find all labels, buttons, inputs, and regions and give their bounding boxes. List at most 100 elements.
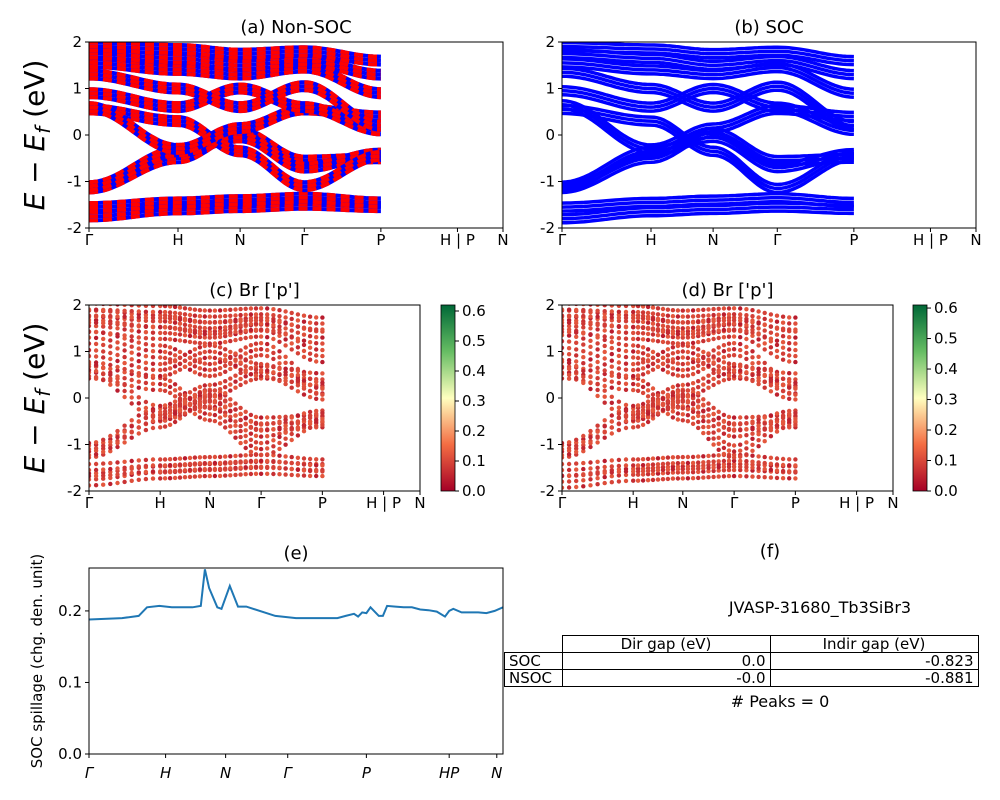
band-point — [187, 396, 193, 401]
band-point — [574, 363, 579, 369]
band-point — [202, 373, 207, 378]
band-point — [645, 419, 651, 425]
band-point — [143, 380, 149, 386]
band-line — [562, 65, 854, 99]
band-point — [675, 367, 681, 372]
band-point — [223, 398, 228, 403]
band-point — [721, 306, 727, 311]
band-point — [696, 357, 701, 362]
band-point — [253, 464, 259, 469]
band-point — [635, 415, 641, 420]
band-point — [774, 342, 780, 348]
band-point — [115, 346, 120, 351]
band-point — [233, 419, 238, 424]
band-point — [143, 469, 149, 475]
band-point — [588, 444, 593, 450]
band-point — [609, 470, 614, 475]
band-point — [228, 382, 233, 387]
band-point — [129, 478, 134, 483]
band-point — [716, 322, 721, 327]
band-point — [295, 351, 301, 356]
band-point — [793, 457, 798, 462]
band-point — [696, 363, 701, 368]
band-point — [93, 329, 99, 335]
band-point — [143, 421, 149, 426]
band-point — [750, 330, 755, 335]
band-point — [588, 434, 593, 440]
band-point — [680, 470, 685, 475]
band-point — [665, 467, 671, 472]
band-point — [217, 359, 223, 365]
band-point — [670, 360, 676, 365]
band-line — [562, 192, 854, 205]
band-point — [680, 332, 685, 337]
band-point — [93, 477, 99, 482]
band-point — [574, 467, 579, 472]
band-point — [197, 366, 203, 371]
band-point — [631, 409, 636, 415]
band-point — [233, 465, 238, 471]
band-point — [115, 326, 120, 331]
band-point — [248, 312, 254, 317]
band-point — [768, 434, 774, 439]
band-point — [192, 330, 198, 335]
band-point — [243, 364, 248, 369]
band-point — [136, 464, 141, 469]
band-point — [243, 422, 248, 427]
band-point — [122, 327, 127, 332]
band-point — [726, 427, 732, 432]
y-tick-label: -1 — [540, 173, 555, 191]
band-point — [609, 345, 614, 351]
band-point — [756, 444, 761, 449]
band-point — [122, 479, 127, 485]
band-point — [187, 474, 193, 480]
band-point — [115, 352, 120, 358]
band-point — [295, 467, 301, 472]
band-point — [716, 370, 721, 375]
band-point — [108, 366, 113, 371]
band-point — [89, 353, 92, 359]
band-point — [595, 482, 600, 487]
dir-gap-value: -0.0 — [561, 669, 771, 687]
band-point — [136, 346, 141, 351]
band-point — [655, 328, 661, 333]
band-point — [129, 309, 134, 314]
band-point — [706, 313, 711, 318]
y-axis-label-main: E − E — [18, 396, 51, 473]
band-point — [320, 321, 325, 326]
band-point — [562, 452, 565, 458]
band-point — [115, 472, 120, 477]
band-point — [706, 323, 711, 329]
band-point — [701, 360, 706, 366]
band-point — [685, 314, 691, 319]
x-tick-label: N — [220, 764, 231, 782]
band-point — [581, 466, 586, 472]
band-point — [706, 430, 711, 436]
band-point — [101, 313, 106, 319]
band-point — [562, 333, 565, 338]
band-point — [243, 428, 248, 433]
band-point — [217, 371, 223, 377]
band-point — [150, 309, 156, 315]
band-point — [122, 333, 127, 338]
band-point — [609, 379, 614, 384]
band-point — [574, 369, 579, 375]
band-point — [243, 328, 248, 333]
colorbar-tick-label: 0.2 — [462, 422, 486, 440]
band-point — [588, 322, 593, 327]
band-point — [307, 468, 313, 474]
band-point — [602, 388, 607, 393]
band-point — [635, 409, 641, 414]
band-point — [265, 327, 270, 333]
band-point — [793, 410, 798, 416]
band-point — [655, 358, 661, 363]
band-point — [787, 391, 792, 396]
band-point — [793, 469, 798, 474]
band-point — [289, 466, 294, 472]
band-point — [574, 473, 579, 478]
band-point — [750, 320, 755, 325]
band-point — [223, 466, 228, 471]
band-point — [143, 360, 149, 365]
band-point — [307, 382, 313, 388]
band-point — [670, 390, 676, 396]
